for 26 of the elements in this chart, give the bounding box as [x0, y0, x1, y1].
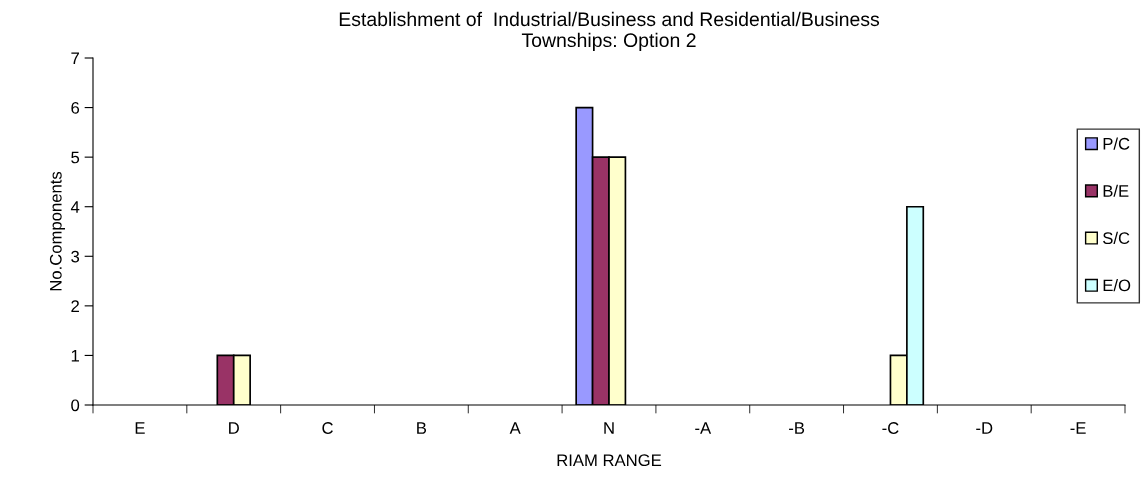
y-axis-title: No.Components: [49, 171, 65, 291]
x-tick-label: N: [604, 422, 614, 434]
y-tick-label: 2: [71, 300, 79, 312]
legend-label: S/C: [1103, 231, 1130, 245]
x-tick-label: C: [322, 422, 333, 434]
y-tick-label: 6: [71, 101, 80, 114]
x-tick-label: -E: [1070, 422, 1086, 434]
y-tick-label: 4: [70, 201, 80, 213]
y-tick-label: 1: [71, 350, 79, 362]
chart-title: Establishment of Industrial/Business and Residential/Business Townships: Option 2: [339, 11, 880, 51]
y-tick-label: 0: [71, 399, 80, 412]
legend-label: E/O: [1103, 279, 1131, 292]
x-tick-label: -C: [882, 422, 899, 434]
legend-label: P/C: [1103, 137, 1130, 150]
y-tick-label: 5: [71, 151, 80, 164]
x-tick-label: -D: [976, 422, 993, 434]
x-tick-label: -A: [695, 422, 712, 434]
y-tick-label: 3: [71, 250, 80, 263]
x-tick-label: D: [229, 422, 239, 434]
x-tick-label: E: [135, 422, 145, 434]
x-tick-label: A: [509, 422, 521, 434]
y-tick-label: 7: [71, 52, 79, 65]
x-tick-label: B: [417, 422, 427, 434]
x-tick-label: -B: [789, 422, 805, 434]
legend-label: B/E: [1103, 184, 1129, 197]
x-axis-title: RIAM RANGE: [557, 454, 662, 467]
